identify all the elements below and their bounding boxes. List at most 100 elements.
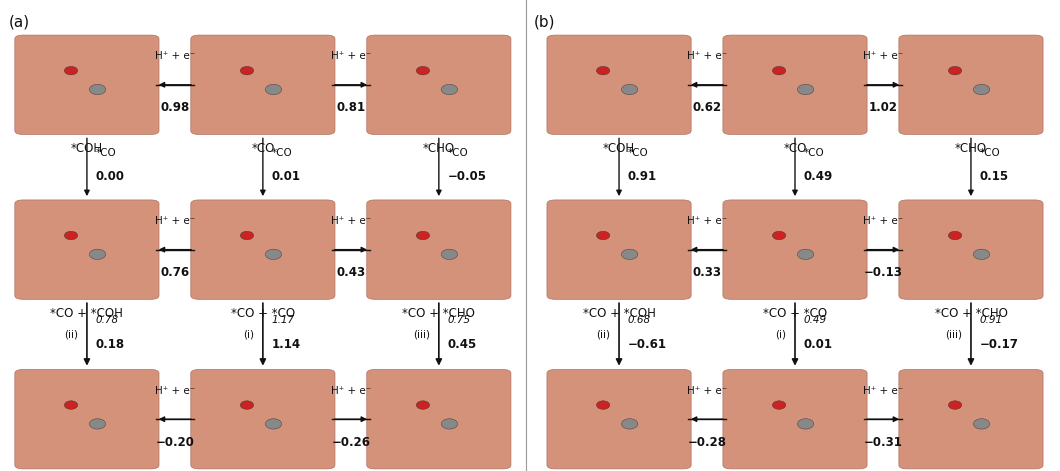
- Text: *COH: *COH: [71, 143, 103, 155]
- Ellipse shape: [417, 401, 429, 409]
- Ellipse shape: [65, 66, 77, 75]
- Ellipse shape: [773, 66, 785, 75]
- Text: (iii): (iii): [946, 329, 962, 340]
- Text: *CO: *CO: [979, 148, 1001, 158]
- Ellipse shape: [797, 419, 814, 429]
- Text: *CO + *CO: *CO + *CO: [231, 308, 295, 320]
- FancyBboxPatch shape: [558, 40, 681, 130]
- Ellipse shape: [621, 249, 638, 260]
- FancyBboxPatch shape: [212, 379, 314, 460]
- Text: (i): (i): [776, 329, 787, 340]
- Ellipse shape: [973, 84, 990, 95]
- Ellipse shape: [949, 66, 961, 75]
- Ellipse shape: [265, 249, 282, 260]
- Text: 0.78: 0.78: [95, 315, 119, 325]
- FancyBboxPatch shape: [15, 200, 159, 300]
- Ellipse shape: [621, 84, 638, 95]
- Text: −0.61: −0.61: [628, 338, 667, 351]
- FancyBboxPatch shape: [723, 200, 867, 300]
- FancyBboxPatch shape: [899, 200, 1043, 300]
- Text: −0.13: −0.13: [864, 266, 902, 279]
- Text: −0.28: −0.28: [688, 436, 726, 449]
- FancyBboxPatch shape: [377, 374, 500, 464]
- Ellipse shape: [417, 66, 429, 75]
- FancyBboxPatch shape: [568, 379, 670, 460]
- Text: H⁺ + e⁻: H⁺ + e⁻: [863, 51, 903, 61]
- Ellipse shape: [65, 401, 77, 409]
- Text: 1.14: 1.14: [271, 338, 300, 351]
- FancyBboxPatch shape: [367, 35, 511, 135]
- Ellipse shape: [265, 84, 282, 95]
- Ellipse shape: [597, 401, 610, 409]
- Ellipse shape: [797, 249, 814, 260]
- FancyBboxPatch shape: [744, 210, 846, 290]
- Text: 0.68: 0.68: [628, 315, 651, 325]
- Text: 0.91: 0.91: [628, 170, 656, 183]
- FancyBboxPatch shape: [36, 45, 138, 125]
- Ellipse shape: [241, 401, 253, 409]
- FancyBboxPatch shape: [909, 374, 1032, 464]
- Text: 0.49: 0.49: [803, 315, 827, 325]
- FancyBboxPatch shape: [191, 369, 335, 469]
- FancyBboxPatch shape: [212, 210, 314, 290]
- Text: 0.33: 0.33: [692, 266, 722, 279]
- Ellipse shape: [89, 84, 106, 95]
- FancyBboxPatch shape: [744, 379, 846, 460]
- FancyBboxPatch shape: [734, 205, 856, 295]
- FancyBboxPatch shape: [723, 35, 867, 135]
- Ellipse shape: [241, 231, 253, 240]
- FancyBboxPatch shape: [734, 374, 856, 464]
- Ellipse shape: [949, 231, 961, 240]
- Text: 0.15: 0.15: [979, 170, 1008, 183]
- Text: −0.20: −0.20: [156, 436, 194, 449]
- Text: 0.81: 0.81: [336, 101, 366, 114]
- Ellipse shape: [597, 66, 610, 75]
- FancyBboxPatch shape: [25, 40, 148, 130]
- Text: 0.45: 0.45: [447, 338, 477, 351]
- FancyBboxPatch shape: [201, 40, 324, 130]
- FancyBboxPatch shape: [377, 205, 500, 295]
- Text: H⁺ + e⁻: H⁺ + e⁻: [863, 216, 903, 226]
- FancyBboxPatch shape: [744, 45, 846, 125]
- Ellipse shape: [89, 249, 106, 260]
- FancyBboxPatch shape: [388, 45, 490, 125]
- Text: H⁺ + e⁻: H⁺ + e⁻: [155, 216, 195, 226]
- FancyBboxPatch shape: [201, 205, 324, 295]
- Text: 0.49: 0.49: [803, 170, 833, 183]
- FancyBboxPatch shape: [191, 35, 335, 135]
- Text: 0.00: 0.00: [95, 170, 124, 183]
- Ellipse shape: [417, 231, 429, 240]
- Ellipse shape: [973, 419, 990, 429]
- FancyBboxPatch shape: [36, 210, 138, 290]
- Text: 0.01: 0.01: [271, 170, 300, 183]
- Ellipse shape: [773, 401, 785, 409]
- Text: *CO + *CHO: *CO + *CHO: [935, 308, 1007, 320]
- Text: H⁺ + e⁻: H⁺ + e⁻: [331, 51, 371, 61]
- Text: *CO + *CHO: *CO + *CHO: [403, 308, 475, 320]
- Text: 0.18: 0.18: [95, 338, 124, 351]
- Text: *CO: *CO: [271, 148, 293, 158]
- FancyBboxPatch shape: [15, 369, 159, 469]
- Text: *COH: *COH: [603, 143, 635, 155]
- Text: (i): (i): [244, 329, 254, 340]
- FancyBboxPatch shape: [191, 200, 335, 300]
- Text: (ii): (ii): [65, 329, 78, 340]
- Text: *CO: *CO: [95, 148, 117, 158]
- Ellipse shape: [973, 249, 990, 260]
- Text: H⁺ + e⁻: H⁺ + e⁻: [155, 386, 195, 396]
- Text: *CO + *COH: *CO + *COH: [51, 308, 123, 320]
- Text: −0.26: −0.26: [332, 436, 370, 449]
- FancyBboxPatch shape: [25, 374, 148, 464]
- Text: *CHO: *CHO: [955, 143, 987, 155]
- FancyBboxPatch shape: [568, 45, 670, 125]
- FancyBboxPatch shape: [558, 374, 681, 464]
- Ellipse shape: [89, 419, 106, 429]
- Ellipse shape: [597, 231, 610, 240]
- Text: (iii): (iii): [413, 329, 430, 340]
- FancyBboxPatch shape: [899, 369, 1043, 469]
- Ellipse shape: [65, 231, 77, 240]
- FancyBboxPatch shape: [568, 210, 670, 290]
- FancyBboxPatch shape: [920, 379, 1022, 460]
- FancyBboxPatch shape: [909, 40, 1032, 130]
- Text: *CO: *CO: [251, 143, 275, 155]
